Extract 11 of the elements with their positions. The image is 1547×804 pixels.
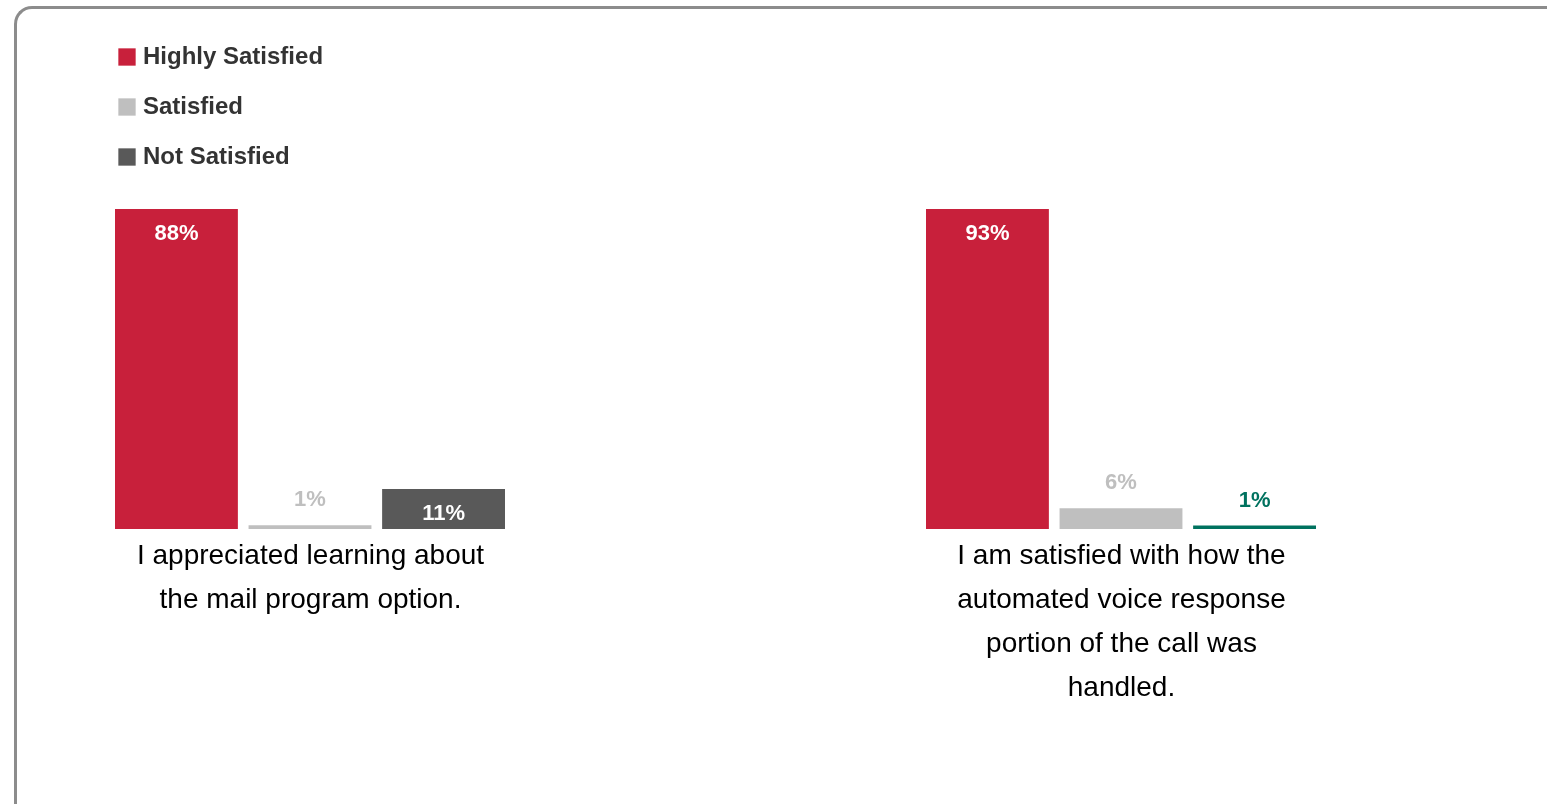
legend-label: Satisfied [143, 92, 244, 119]
data-label: 1% [1238, 486, 1271, 512]
data-label: 88% [154, 220, 199, 245]
legend-label: Not Satisfied [143, 142, 290, 169]
data-label: 11% [422, 500, 465, 525]
x-axis-title: I appreciated learning about the mail program option. [136, 538, 485, 614]
x-axis-title: I am satisfied with how the automated voice response portion of the call was handled. [957, 538, 1286, 702]
data-label: 1% [294, 486, 326, 512]
data-label: 6% [1105, 469, 1137, 495]
legend-label: Highly Satisfied [143, 42, 324, 69]
data-label: 93% [965, 220, 1010, 245]
